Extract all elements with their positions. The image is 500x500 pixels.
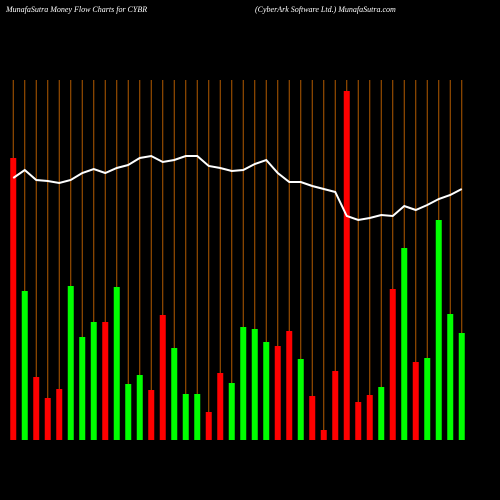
bar xyxy=(171,348,178,440)
bar xyxy=(401,248,408,440)
bar xyxy=(389,289,396,440)
bar xyxy=(79,337,86,440)
bar xyxy=(205,412,212,440)
bar xyxy=(309,396,316,440)
bar xyxy=(56,389,63,440)
bar xyxy=(458,333,465,440)
bar xyxy=(113,287,120,440)
bar xyxy=(435,220,442,440)
bar xyxy=(274,346,281,440)
bar xyxy=(424,358,431,440)
bar xyxy=(44,398,51,440)
bar xyxy=(217,373,224,440)
bar xyxy=(366,395,373,440)
bar xyxy=(332,371,339,440)
bar xyxy=(378,387,385,440)
bar xyxy=(447,314,454,440)
bar xyxy=(21,291,28,440)
bar xyxy=(251,329,258,440)
bar xyxy=(263,342,270,440)
bar xyxy=(240,327,247,440)
bar xyxy=(33,377,40,440)
bar xyxy=(343,91,350,440)
money-flow-line xyxy=(12,154,463,222)
bar xyxy=(297,359,304,440)
bar xyxy=(320,430,327,440)
bar xyxy=(194,394,201,440)
chart-subtitle: (CyberArk Software Ltd.) MunafaSutra.com xyxy=(255,5,396,14)
bar xyxy=(412,362,419,440)
bar xyxy=(90,322,97,440)
bar xyxy=(102,322,109,440)
bar xyxy=(67,286,74,440)
bar xyxy=(148,390,155,440)
bar xyxy=(228,383,235,440)
bar xyxy=(10,158,17,440)
bar xyxy=(159,315,166,440)
bar xyxy=(182,394,189,440)
bar xyxy=(355,402,362,440)
bar xyxy=(286,331,293,440)
bar xyxy=(136,375,143,440)
bar xyxy=(125,384,132,440)
chart-title: MunafaSutra Money Flow Charts for CYBR xyxy=(5,5,147,14)
